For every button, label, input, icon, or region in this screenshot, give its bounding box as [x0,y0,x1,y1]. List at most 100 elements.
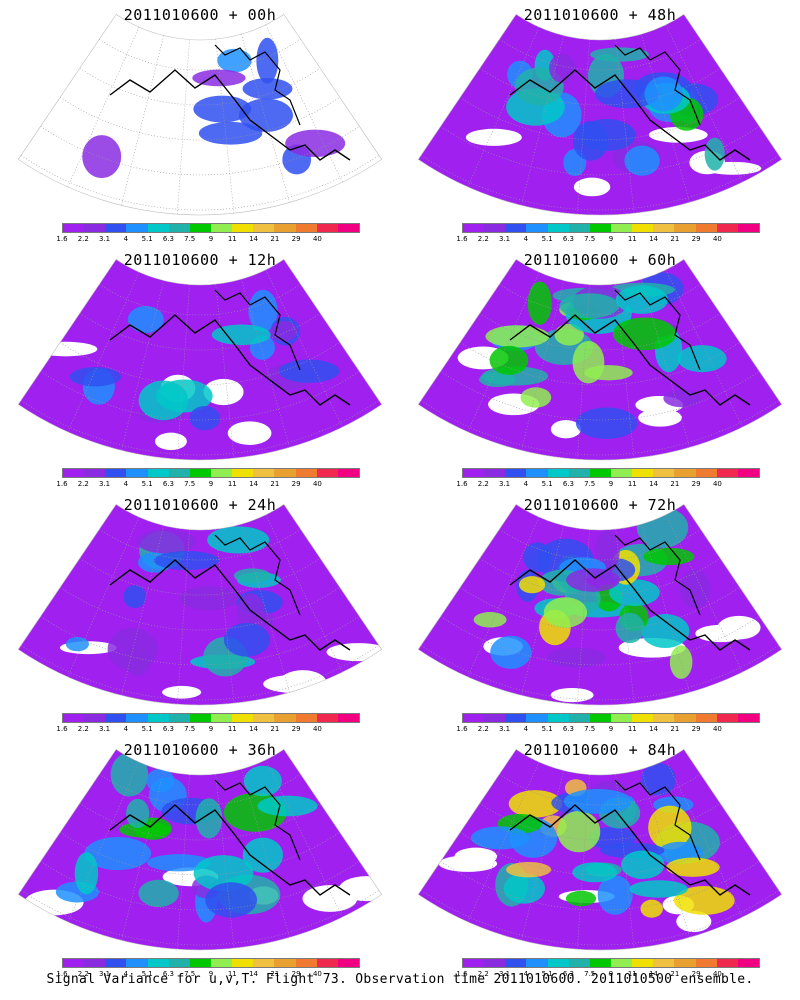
colorbar-tick-label: 40 [312,235,322,243]
colorbar-segment [105,224,127,232]
colorbar-tick-label: 11 [227,725,237,733]
colorbar-segment [526,959,548,967]
colorbar-tick-label: 5.1 [141,725,153,733]
colorbar-segment [568,714,590,722]
colorbar-segment [632,959,654,967]
colorbar-tick-label: 29 [691,480,701,488]
colorbar-tick-label: 6.3 [562,480,574,488]
colorbar-tick-label: 29 [291,235,301,243]
colorbar-tick-label: 14 [249,235,259,243]
colorbar-tick-label: 14 [649,480,659,488]
colorbar-segment [253,224,275,232]
colorbar-tick-label: 7.5 [584,480,596,488]
map-panel: 2011010600 + 00h 1.6 2.2 3.1 4 5.1 6.3 7.5 9 11 14… [0,0,400,245]
colorbar-tick-label: 21 [270,235,280,243]
colorbar-tick-label: 9 [208,480,214,488]
panel-title: 2011010600 + 84h [523,741,677,759]
colorbar-segment [547,224,569,232]
map-plot [17,503,383,706]
colorbar-tick-label: 2.2 [477,970,489,978]
colorbar-tick-label: 1.6 [56,480,68,488]
colorbar-segment [463,224,485,232]
colorbar-tick-label: 29 [691,235,701,243]
colorbar-tick-label: 7.5 [584,725,596,733]
colorbar-segment [547,714,569,722]
colorbar-tick-label: 40 [312,480,322,488]
colorbar-tick-label: 29 [291,725,301,733]
colorbar-tick-label: 2.2 [77,970,89,978]
colorbar-segment [337,469,359,477]
map-plot [17,748,383,951]
colorbar-labels: 1.6 2.2 3.1 4 5.1 6.3 7.5 9 11 14 21 29 40 [456,480,760,490]
colorbar-tick-label: 14 [649,970,659,978]
colorbar-tick-label: 1.6 [456,970,468,978]
colorbar-segment [674,224,696,232]
colorbar-tick-label: 2.2 [477,725,489,733]
colorbar-segment [147,959,169,967]
colorbar-segment [232,224,254,232]
colorbar [62,468,360,478]
colorbar-tick-label: 5.1 [141,970,153,978]
colorbar-segment [716,959,738,967]
colorbar-tick-label: 14 [249,725,259,733]
colorbar-segment [589,224,611,232]
colorbar-segment [716,714,738,722]
colorbar-segment [84,224,106,232]
colorbar-tick-label: 11 [227,235,237,243]
colorbar-segment [505,224,527,232]
colorbar [462,713,760,723]
colorbar-tick-label: 7.5 [184,480,196,488]
colorbar-tick-label: 1.6 [56,725,68,733]
colorbar-segment [210,714,233,722]
map-panel: 2011010600 + 12h 1.6 2.2 3.1 4 5.1 6.3 7.5 9 11 14… [0,245,400,490]
colorbar-segment [253,959,275,967]
colorbar-segment [126,469,148,477]
colorbar-segment [674,714,696,722]
colorbar-tick-label: 1.6 [456,235,468,243]
colorbar-tick-label: 29 [691,970,701,978]
colorbar-segment [505,959,527,967]
colorbar-segment [147,224,169,232]
colorbar-segment [632,469,654,477]
colorbar-tick-label: 3.1 [98,970,111,978]
colorbar-segment [210,469,233,477]
colorbar-segment [253,469,275,477]
colorbar [62,713,360,723]
colorbar-tick-label: 11 [627,235,637,243]
panel-title: 2011010600 + 36h [123,741,277,759]
colorbar-tick-label: 2.2 [77,235,89,243]
colorbar-segment [63,714,85,722]
colorbar-segment [232,469,254,477]
colorbar-tick-label: 14 [249,970,259,978]
colorbar-tick-label: 7.5 [184,725,196,733]
colorbar-segment [232,959,254,967]
colorbar-tick-label: 21 [670,480,680,488]
colorbar-tick-label: 4 [523,480,529,488]
colorbar-segment [653,714,675,722]
colorbar-labels: 1.6 2.2 3.1 4 5.1 6.3 7.5 9 11 14 21 29 40 [456,970,760,980]
colorbar-tick-label: 2.2 [477,235,489,243]
colorbar-labels: 1.6 2.2 3.1 4 5.1 6.3 7.5 9 11 14 21 29 40 [56,970,360,980]
colorbar-segment [589,469,611,477]
colorbar-segment [716,224,738,232]
colorbar-tick-label: 4 [123,235,129,243]
colorbar-segment [610,224,633,232]
colorbar-tick-label: 21 [270,970,280,978]
colorbar-tick-label: 40 [312,970,322,978]
colorbar-segment [695,714,717,722]
colorbar-tick-label: 9 [208,970,214,978]
colorbar-segment [505,469,527,477]
colorbar [462,958,760,968]
colorbar-segment [189,469,211,477]
colorbar-tick-label: 9 [608,970,614,978]
colorbar-segment [632,714,654,722]
colorbar-tick-label: 7.5 [184,235,196,243]
colorbar-tick-label: 11 [627,970,637,978]
colorbar-tick-label: 2.2 [77,480,89,488]
map-plot [17,258,383,461]
colorbar-segment [63,224,85,232]
colorbar-tick-label: 4 [523,725,529,733]
colorbar-tick-label: 11 [227,970,237,978]
colorbar-segment [674,469,696,477]
colorbar-tick-label: 40 [712,970,722,978]
